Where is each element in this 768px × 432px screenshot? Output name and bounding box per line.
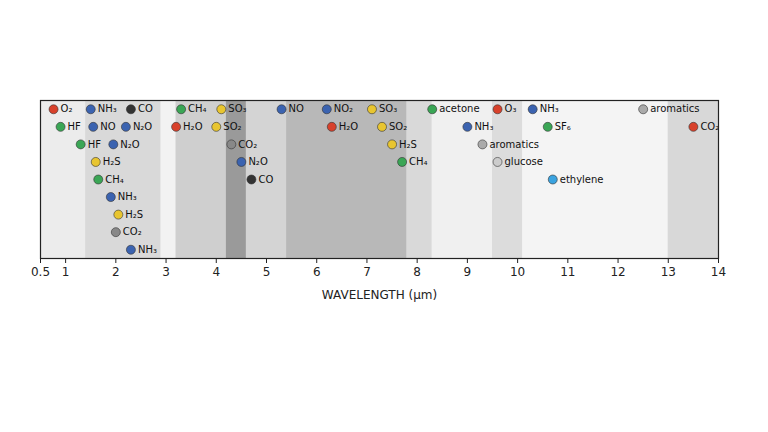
svg-text:aromatics: aromatics bbox=[650, 103, 699, 114]
svg-text:CO: CO bbox=[138, 103, 153, 114]
svg-text:SO₃: SO₃ bbox=[228, 103, 246, 114]
svg-text:SF₆: SF₆ bbox=[555, 121, 571, 132]
svg-text:NO₂: NO₂ bbox=[334, 103, 353, 114]
svg-text:SO₃: SO₃ bbox=[379, 103, 397, 114]
svg-text:H₂O: H₂O bbox=[183, 121, 203, 132]
svg-text:0.5: 0.5 bbox=[31, 265, 50, 279]
svg-text:H₂S: H₂S bbox=[103, 156, 121, 167]
svg-text:SO₂: SO₂ bbox=[223, 121, 241, 132]
svg-text:N₂O: N₂O bbox=[248, 156, 267, 167]
svg-text:N₂O: N₂O bbox=[120, 139, 139, 150]
svg-text:N₂O: N₂O bbox=[133, 121, 152, 132]
svg-text:CO₂: CO₂ bbox=[700, 121, 719, 132]
svg-text:2: 2 bbox=[112, 265, 120, 279]
svg-text:4: 4 bbox=[212, 265, 220, 279]
svg-text:H₂S: H₂S bbox=[399, 139, 417, 150]
svg-text:CO₂: CO₂ bbox=[238, 139, 257, 150]
svg-text:glucose: glucose bbox=[505, 156, 543, 167]
svg-text:acetone: acetone bbox=[439, 103, 479, 114]
svg-text:NH₃: NH₃ bbox=[540, 103, 559, 114]
svg-text:CH₄: CH₄ bbox=[409, 156, 428, 167]
svg-text:NH₃: NH₃ bbox=[118, 191, 137, 202]
svg-text:HF: HF bbox=[68, 121, 82, 132]
svg-text:7: 7 bbox=[363, 265, 371, 279]
svg-text:NO: NO bbox=[100, 121, 115, 132]
svg-text:O₂: O₂ bbox=[61, 103, 73, 114]
svg-text:NH₃: NH₃ bbox=[474, 121, 493, 132]
svg-text:5: 5 bbox=[263, 265, 271, 279]
svg-text:12: 12 bbox=[610, 265, 625, 279]
svg-text:11: 11 bbox=[560, 265, 575, 279]
svg-text:14: 14 bbox=[711, 265, 726, 279]
svg-text:CO: CO bbox=[258, 174, 273, 185]
svg-text:CO₂: CO₂ bbox=[123, 226, 142, 237]
svg-text:HF: HF bbox=[88, 139, 102, 150]
svg-text:13: 13 bbox=[661, 265, 676, 279]
svg-text:3: 3 bbox=[162, 265, 170, 279]
svg-text:NO: NO bbox=[289, 103, 304, 114]
svg-text:WAVELENGTH (µm): WAVELENGTH (µm) bbox=[322, 288, 437, 302]
svg-text:8: 8 bbox=[413, 265, 421, 279]
svg-text:CH₄: CH₄ bbox=[105, 174, 124, 185]
svg-text:1: 1 bbox=[62, 265, 70, 279]
svg-text:6: 6 bbox=[313, 265, 321, 279]
svg-text:H₂S: H₂S bbox=[125, 209, 143, 220]
svg-text:CH₄: CH₄ bbox=[188, 103, 207, 114]
svg-text:H₂O: H₂O bbox=[339, 121, 359, 132]
svg-text:aromatics: aromatics bbox=[489, 139, 538, 150]
svg-text:O₃: O₃ bbox=[505, 103, 517, 114]
svg-text:9: 9 bbox=[464, 265, 472, 279]
svg-text:NH₃: NH₃ bbox=[98, 103, 117, 114]
svg-text:SO₂: SO₂ bbox=[389, 121, 407, 132]
svg-text:ethylene: ethylene bbox=[560, 174, 604, 185]
svg-text:NH₃: NH₃ bbox=[138, 244, 157, 255]
svg-text:10: 10 bbox=[510, 265, 525, 279]
